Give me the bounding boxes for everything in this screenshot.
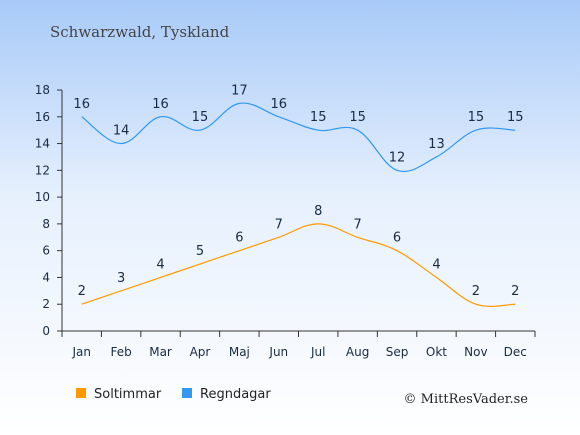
data-label: 17 — [231, 83, 248, 98]
x-tick-label: Aug — [346, 345, 369, 359]
x-tick-label: Jul — [310, 345, 325, 359]
data-label: 4 — [432, 257, 440, 272]
axes: 0 2 4 6 8 10 12 14 16 18 Jan Feb Mar Apr Maj Jun Jul Aug S… — [35, 83, 536, 359]
copyright-text: © MittResVader.se — [404, 392, 529, 407]
data-label: 7 — [353, 217, 361, 232]
data-label: 15 — [192, 110, 209, 125]
series-line-regndagar — [81, 102, 516, 173]
data-label: 14 — [113, 124, 130, 139]
legend-label: Soltimmar — [94, 387, 162, 402]
series-line-soltimmar — [81, 223, 516, 307]
data-label: 7 — [275, 217, 283, 232]
x-tick-label: Nov — [464, 345, 487, 359]
x-tick-label: Apr — [190, 345, 211, 359]
y-tick-label: 4 — [42, 270, 50, 284]
series-layer: 2 3 4 5 6 7 8 7 6 4 2 2 16 14 16 15 17 16 15 15 12 13 15 15 — [73, 83, 524, 307]
x-tick-label: Mar — [149, 345, 172, 359]
data-label: 8 — [314, 204, 322, 219]
data-label: 3 — [117, 271, 125, 286]
data-label: 2 — [78, 284, 86, 299]
data-label: 2 — [511, 284, 519, 299]
y-tick-label: 6 — [42, 244, 50, 258]
x-tick-label: Jun — [268, 345, 288, 359]
data-label: 13 — [428, 137, 445, 152]
y-tick-label: 16 — [35, 110, 50, 124]
y-tick-label: 12 — [35, 163, 50, 177]
x-tick-label: Jan — [71, 345, 91, 359]
y-tick-label: 8 — [42, 217, 50, 231]
x-tick-label: Dec — [504, 345, 527, 359]
x-tick-label: Sep — [386, 345, 409, 359]
data-label: 12 — [389, 150, 406, 165]
y-tick-label: 14 — [35, 137, 50, 151]
y-tick-label: 18 — [35, 83, 50, 97]
data-label: 2 — [472, 284, 480, 299]
legend-swatch — [182, 388, 192, 398]
chart-title: Schwarzwald, Tyskland — [50, 23, 230, 41]
data-label: 16 — [152, 97, 169, 112]
data-label: 16 — [271, 97, 288, 112]
data-label: 4 — [156, 257, 164, 272]
x-tick-label: Okt — [426, 345, 447, 359]
data-label: 5 — [196, 244, 204, 259]
x-tick-label: Feb — [111, 345, 132, 359]
legend-label: Regndagar — [200, 387, 271, 402]
legend-swatch — [76, 388, 86, 398]
data-label: 6 — [393, 231, 401, 246]
y-tick-label: 0 — [42, 324, 50, 338]
data-label: 15 — [468, 110, 485, 125]
y-tick-label: 2 — [42, 297, 50, 311]
y-tick-label: 10 — [35, 190, 50, 204]
data-label: 15 — [507, 110, 524, 125]
data-label: 15 — [349, 110, 366, 125]
legend: Soltimmar Regndagar — [76, 387, 271, 402]
data-label: 6 — [235, 231, 243, 246]
data-label: 16 — [73, 97, 90, 112]
x-tick-label: Maj — [229, 345, 250, 359]
data-label: 15 — [310, 110, 327, 125]
